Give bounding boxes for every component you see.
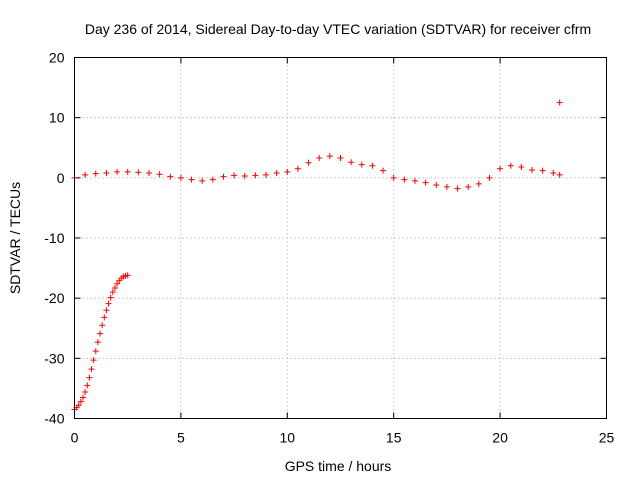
- data-point: [326, 153, 333, 160]
- data-point: [252, 172, 259, 179]
- data-point: [263, 171, 270, 178]
- data-point: [114, 168, 121, 175]
- y-tick-label: -20: [44, 290, 64, 306]
- data-point: [97, 330, 104, 337]
- data-point: [433, 182, 440, 189]
- x-tick-label: 0: [71, 430, 79, 446]
- data-point: [124, 168, 131, 175]
- y-tick-label: -40: [44, 411, 64, 427]
- data-point: [369, 162, 376, 169]
- data-point: [199, 177, 206, 184]
- chart-title: Day 236 of 2014, Sidereal Day-to-day VTE…: [85, 21, 591, 37]
- data-series: [71, 99, 563, 413]
- data-point: [401, 176, 408, 183]
- x-axis-label: GPS time / hours: [285, 458, 392, 474]
- data-point: [465, 183, 472, 190]
- data-point: [94, 339, 101, 346]
- data-point: [390, 174, 397, 181]
- data-point: [103, 307, 110, 314]
- plot-frame: [74, 57, 607, 419]
- data-point: [337, 154, 344, 161]
- data-point: [82, 171, 89, 178]
- data-point: [77, 398, 84, 405]
- data-point: [518, 164, 525, 171]
- data-point: [88, 366, 95, 373]
- x-tick-label: 5: [177, 430, 185, 446]
- data-point: [294, 165, 301, 172]
- data-point: [135, 169, 142, 176]
- y-tick-label: 0: [57, 170, 65, 186]
- data-point: [556, 99, 563, 106]
- data-point: [177, 174, 184, 181]
- y-tick-label: 20: [49, 50, 65, 66]
- data-point: [348, 159, 355, 166]
- data-point: [109, 289, 116, 296]
- data-point: [84, 382, 91, 389]
- series-points: [71, 99, 563, 413]
- x-tick-label: 15: [386, 430, 402, 446]
- data-point: [284, 168, 291, 175]
- data-point: [209, 176, 216, 183]
- y-tick-label: 10: [49, 110, 65, 126]
- data-point: [124, 272, 131, 279]
- data-point: [220, 173, 227, 180]
- data-point: [80, 394, 87, 401]
- data-point: [231, 172, 238, 179]
- data-point: [539, 167, 546, 174]
- data-point: [358, 161, 365, 168]
- x-tick-label: 20: [492, 430, 508, 446]
- data-point: [422, 179, 429, 186]
- data-point: [101, 314, 108, 321]
- grid: [74, 57, 607, 419]
- data-point: [305, 159, 312, 166]
- data-point: [556, 171, 563, 178]
- data-point: [107, 294, 114, 301]
- data-point: [145, 170, 152, 177]
- data-point: [241, 173, 248, 180]
- data-point: [316, 154, 323, 161]
- data-point: [90, 357, 97, 364]
- data-point: [454, 185, 461, 192]
- data-point: [114, 280, 121, 287]
- data-point: [273, 170, 280, 177]
- y-axis-label: SDTVAR / TECUs: [7, 182, 23, 294]
- data-point: [86, 374, 93, 381]
- data-point: [529, 167, 536, 174]
- data-point: [497, 165, 504, 172]
- data-point: [103, 170, 110, 177]
- x-tick-label: 25: [599, 430, 615, 446]
- data-point: [550, 170, 557, 177]
- data-point: [92, 348, 99, 355]
- data-point: [188, 176, 195, 183]
- data-point: [167, 173, 174, 180]
- data-point: [411, 177, 418, 184]
- data-point: [99, 322, 106, 329]
- data-point: [156, 171, 163, 178]
- data-point: [105, 300, 112, 307]
- data-point: [82, 389, 89, 396]
- data-point: [486, 174, 493, 181]
- data-point: [92, 170, 99, 177]
- data-point: [75, 402, 82, 409]
- y-tick-label: -30: [44, 350, 64, 366]
- data-point: [443, 183, 450, 190]
- data-point: [507, 162, 514, 169]
- x-tick-label: 10: [280, 430, 296, 446]
- data-point: [111, 284, 118, 291]
- data-point: [380, 167, 387, 174]
- data-point: [475, 180, 482, 187]
- y-tick-label: -10: [44, 230, 64, 246]
